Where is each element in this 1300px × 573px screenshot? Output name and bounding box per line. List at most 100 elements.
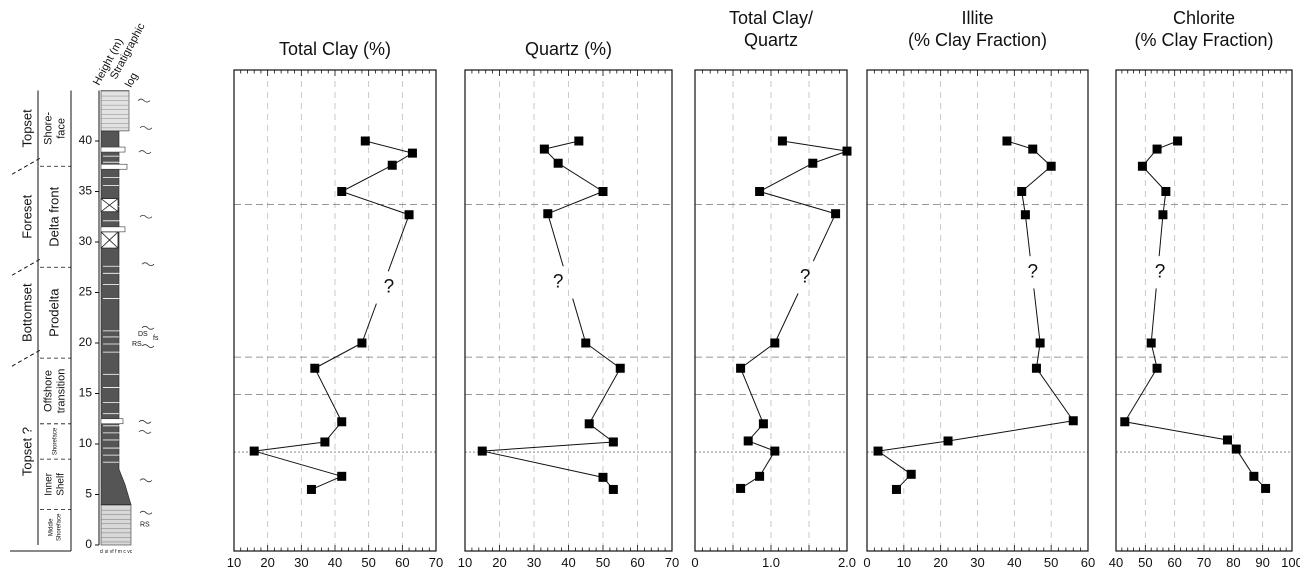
x-tick-label: 80: [1226, 555, 1240, 570]
data-point: [943, 436, 953, 446]
data-point: [337, 187, 347, 196]
chart-panel: 0 1.0 2.0 Total Clay/Quartz?: [691, 8, 856, 570]
data-point: [581, 338, 591, 348]
x-tick-label: 50: [1044, 555, 1058, 570]
systems-tract-label: Bottomset: [19, 283, 34, 342]
series-line: [782, 140, 848, 152]
series-line: [341, 191, 410, 216]
systems-tract-label: Topset: [19, 109, 34, 148]
data-point: [777, 136, 787, 146]
data-point: [1261, 483, 1271, 493]
series-line: [759, 162, 814, 192]
x-tick-label: 70: [665, 555, 679, 570]
environment-label: Offshore: [42, 370, 54, 412]
data-point: [1002, 136, 1012, 146]
series-line: [740, 368, 764, 424]
x-tick-label: 60: [1167, 555, 1181, 570]
series-line: [1124, 367, 1158, 423]
series-line: [585, 342, 621, 369]
data-point: [736, 483, 746, 493]
series-line: [544, 140, 579, 150]
surface-annotation: RS: [140, 522, 150, 529]
series-line: [365, 140, 413, 154]
x-tick-label: 30: [527, 555, 541, 570]
chart-panel: 40 50 60 70 80 90 100 Chlorite(% Clay Fraction)…: [1109, 8, 1300, 570]
environment-column: Shore-face Delta front Prodelta Offshore tra…: [40, 90, 72, 551]
data-point: [543, 209, 553, 219]
data-point: [1158, 210, 1168, 220]
surface-annotation: RS: [132, 341, 142, 348]
series-line: [311, 475, 342, 490]
data-point: [1020, 210, 1030, 220]
series-line: [1021, 165, 1052, 192]
x-tick-label: 60: [630, 555, 644, 570]
data-point: [743, 436, 753, 446]
chart-panel: 10 20 30 40 50 60 70 Total Clay (%)?: [227, 39, 443, 570]
data-point: [553, 158, 563, 168]
chart-title: Illite: [961, 8, 993, 28]
data-point: [1031, 363, 1041, 373]
series-line: [1036, 367, 1074, 422]
height-tick-label: 0: [85, 537, 92, 551]
data-point: [584, 419, 594, 429]
environment-label: transition: [55, 369, 67, 414]
data-point: [608, 484, 618, 494]
x-tick-label: 70: [1197, 555, 1211, 570]
data-point: [407, 148, 417, 158]
height-tick-label: 15: [79, 386, 93, 400]
chart-panel: 0 10 20 30 40 50 60 Illite(% Clay Fraction)?: [863, 8, 1095, 570]
uncertainty-mark: ?: [1155, 261, 1166, 282]
data-point: [1028, 144, 1038, 154]
environment-label: Delta front: [46, 186, 61, 246]
data-point: [574, 136, 584, 146]
data-point: [477, 446, 487, 456]
chart-panels: 10 20 30 40 50 60 70 Total Clay (%)? 10 20 30 40 50 6…: [227, 8, 1300, 570]
series-line: [1033, 288, 1041, 344]
data-point: [360, 136, 370, 146]
series-line: [1235, 448, 1255, 477]
data-point: [404, 210, 414, 220]
data-point: [249, 446, 259, 456]
x-tick-label: 0: [691, 555, 698, 570]
series-line: [314, 342, 363, 369]
series-line: [254, 441, 325, 452]
x-tick-label: 40: [561, 555, 575, 570]
data-point: [1035, 338, 1045, 348]
data-point: [831, 209, 841, 219]
chart-panel: 10 20 30 40 50 60 70 Quartz (%)?: [458, 39, 679, 570]
log-label: log: [123, 71, 140, 90]
lithology-column: DS fs RS RS cl si vf f m c vc: [100, 90, 159, 555]
environment-label: Shelf: [56, 473, 67, 496]
data-point: [906, 469, 916, 479]
environment-label: face: [55, 118, 67, 139]
chart-title: Chlorite: [1173, 8, 1235, 28]
environment-label: Prodelta: [46, 288, 61, 337]
series-line: [1150, 288, 1157, 344]
series-line: [254, 450, 342, 477]
series-line: [387, 214, 410, 272]
systems-tract-label: Foreset: [19, 194, 34, 238]
data-point: [736, 363, 746, 373]
x-tick-label: 40: [1109, 555, 1123, 570]
x-tick-label: 30: [970, 555, 984, 570]
x-tick-label: 40: [328, 555, 342, 570]
uncertainty-mark: ?: [553, 271, 564, 292]
series-line: [740, 342, 776, 369]
x-tick-label: 50: [1138, 555, 1152, 570]
height-tick-label: 30: [79, 234, 93, 248]
series-line: [361, 303, 377, 344]
data-point: [1152, 363, 1162, 373]
data-point: [808, 158, 818, 168]
stratigraphic-column: Topset Foreset Bottomset Topset ? Shore-face…: [10, 21, 159, 555]
series-line: [1158, 214, 1164, 257]
data-point: [608, 437, 618, 447]
series-line: [341, 164, 393, 192]
systems-tract-label: Topset ?: [19, 427, 34, 476]
data-point: [1249, 471, 1259, 481]
series-line: [759, 191, 836, 215]
series-line: [588, 368, 621, 425]
height-tick-label: 20: [79, 335, 93, 349]
height-tick-label: 25: [79, 285, 93, 299]
data-point: [1231, 444, 1241, 454]
